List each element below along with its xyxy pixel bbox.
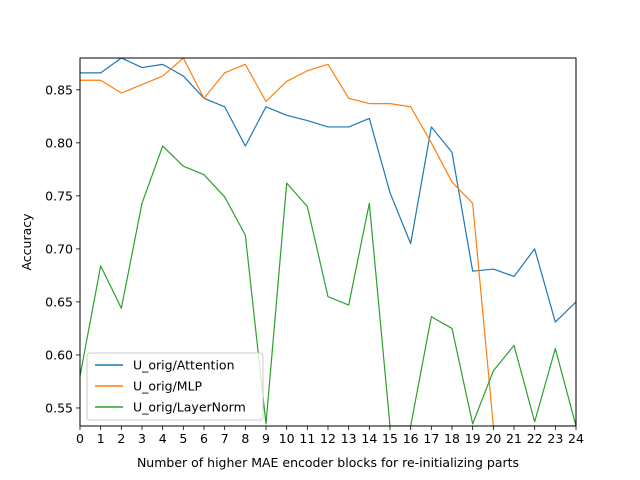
x-tick-label: 18 [444, 431, 460, 446]
x-tick-label: 6 [200, 431, 208, 446]
legend-label: U_orig/LayerNorm [133, 400, 246, 415]
x-tick-label: 0 [76, 431, 84, 446]
series-line-u-orig-attention [80, 58, 576, 323]
x-tick-label: 5 [179, 431, 187, 446]
x-tick-label: 22 [527, 431, 543, 446]
x-tick-label: 12 [320, 431, 336, 446]
x-tick-label: 2 [117, 431, 125, 446]
x-tick-label: 8 [241, 431, 249, 446]
x-tick-label: 9 [262, 431, 270, 446]
x-tick-label: 23 [547, 431, 563, 446]
x-tick-label: 7 [221, 431, 229, 446]
x-tick-label: 16 [403, 431, 419, 446]
y-tick-label: 0.80 [45, 135, 73, 150]
legend-box [86, 352, 264, 421]
y-axis-label: Accuracy [19, 213, 34, 271]
x-tick-label: 19 [465, 431, 481, 446]
x-tick-label: 11 [299, 431, 315, 446]
y-axis: 0.55 0.60 0.65 0.70 0.75 0.80 0.85 [45, 82, 80, 415]
x-tick-label: 20 [485, 431, 501, 446]
legend-label: U_orig/MLP [133, 379, 203, 394]
y-tick-label: 0.75 [45, 188, 73, 203]
x-tick-label: 17 [423, 431, 439, 446]
x-tick-label: 4 [159, 431, 167, 446]
x-tick-label: 15 [382, 431, 398, 446]
y-tick-label: 0.70 [45, 241, 73, 256]
legend-label: U_orig/Attention [133, 358, 235, 373]
y-tick-label: 0.55 [45, 400, 73, 415]
legend: U_orig/Attention U_orig/MLP U_orig/LayerNo… [86, 352, 264, 421]
x-tick-label: 1 [97, 431, 105, 446]
y-tick-label: 0.85 [45, 82, 73, 97]
x-axis-label: Number of higher MAE encoder blocks for … [137, 455, 519, 470]
x-tick-label: 21 [506, 431, 522, 446]
plot-lines [80, 58, 576, 426]
x-tick-label: 14 [361, 431, 377, 446]
y-tick-label: 0.65 [45, 294, 73, 309]
series-line-u-orig-layernorm [80, 145, 576, 426]
x-axis: 0 1 2 3 4 5 6 7 8 9 10 11 12 13 14 15 16 17 18 19 20 21 22 23 24 [76, 426, 584, 446]
x-tick-label: 3 [138, 431, 146, 446]
series-line-u-orig-mlp [80, 58, 576, 426]
y-tick-label: 0.60 [45, 347, 73, 362]
x-tick-label: 13 [341, 431, 357, 446]
x-tick-label: 10 [279, 431, 295, 446]
x-tick-label: 24 [568, 431, 584, 446]
